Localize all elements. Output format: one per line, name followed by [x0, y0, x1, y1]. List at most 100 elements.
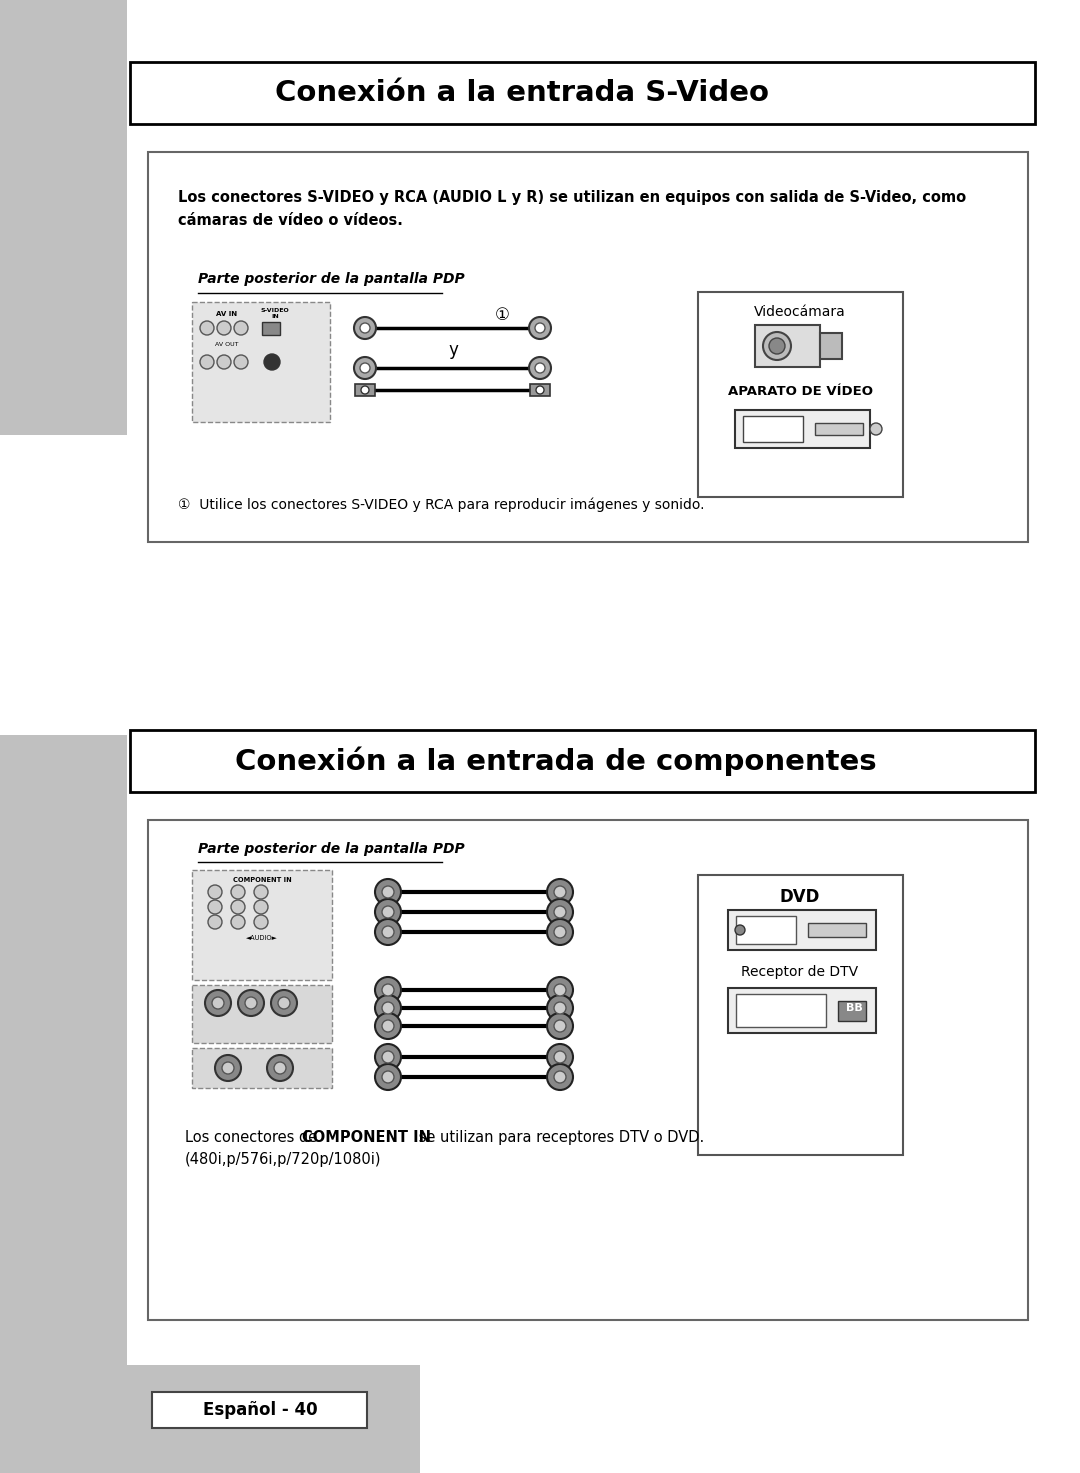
Text: DVD: DVD: [780, 888, 820, 906]
Circle shape: [375, 1013, 401, 1038]
Bar: [728, 988, 876, 1033]
Circle shape: [382, 906, 394, 918]
Text: AV OUT: AV OUT: [215, 342, 239, 348]
Circle shape: [382, 984, 394, 996]
Circle shape: [215, 1055, 241, 1081]
Circle shape: [382, 1052, 394, 1064]
Circle shape: [238, 990, 264, 1016]
Circle shape: [375, 977, 401, 1003]
Bar: [808, 924, 866, 937]
Bar: [728, 910, 876, 950]
Circle shape: [222, 1062, 234, 1074]
Text: Español - 40: Español - 40: [203, 1401, 318, 1418]
Circle shape: [546, 1044, 573, 1069]
Circle shape: [208, 885, 222, 899]
Circle shape: [234, 355, 248, 370]
Circle shape: [554, 885, 566, 899]
Bar: [820, 333, 842, 359]
Circle shape: [212, 997, 224, 1009]
Circle shape: [200, 355, 214, 370]
Bar: [355, 384, 375, 396]
Circle shape: [546, 994, 573, 1021]
Circle shape: [554, 984, 566, 996]
Circle shape: [870, 423, 882, 435]
Bar: [192, 985, 332, 1043]
Circle shape: [554, 1052, 566, 1064]
Bar: [0, 1365, 420, 1473]
Bar: [735, 409, 870, 448]
Text: BB: BB: [846, 1003, 862, 1013]
Circle shape: [264, 354, 280, 370]
Text: AV IN: AV IN: [216, 311, 238, 317]
Text: y: y: [448, 342, 458, 359]
Bar: [743, 415, 804, 442]
Circle shape: [274, 1062, 286, 1074]
Circle shape: [234, 321, 248, 334]
Text: Parte posterior de la pantalla PDP: Parte posterior de la pantalla PDP: [198, 843, 464, 856]
Bar: [148, 820, 1028, 1320]
Circle shape: [231, 885, 245, 899]
Circle shape: [361, 386, 369, 393]
Circle shape: [208, 915, 222, 929]
Bar: [838, 1002, 866, 1021]
Circle shape: [762, 331, 791, 359]
Circle shape: [735, 925, 745, 935]
Circle shape: [546, 977, 573, 1003]
Circle shape: [245, 997, 257, 1009]
Bar: [192, 1047, 332, 1089]
Circle shape: [231, 915, 245, 929]
Circle shape: [375, 994, 401, 1021]
Circle shape: [271, 990, 297, 1016]
Circle shape: [208, 900, 222, 915]
Bar: [530, 384, 550, 396]
Circle shape: [200, 321, 214, 334]
Bar: [152, 1392, 367, 1427]
Bar: [148, 152, 1028, 542]
Text: (480i,p/576i,p/720p/1080i): (480i,p/576i,p/720p/1080i): [185, 1152, 381, 1167]
Circle shape: [546, 1064, 573, 1090]
Circle shape: [546, 879, 573, 904]
Text: Los conectores de: Los conectores de: [185, 1130, 322, 1145]
Bar: [698, 875, 903, 1155]
Circle shape: [382, 1071, 394, 1083]
Bar: [755, 326, 820, 367]
Text: Los conectores S-VIDEO y RCA (AUDIO L y R) se utilizan en equipos con salida de : Los conectores S-VIDEO y RCA (AUDIO L y …: [178, 190, 967, 228]
Bar: [262, 323, 280, 334]
Circle shape: [254, 915, 268, 929]
Circle shape: [254, 885, 268, 899]
Circle shape: [546, 899, 573, 925]
Circle shape: [535, 323, 545, 333]
Circle shape: [382, 1002, 394, 1013]
Bar: [192, 871, 332, 980]
Circle shape: [375, 919, 401, 946]
Circle shape: [375, 899, 401, 925]
Circle shape: [231, 900, 245, 915]
Text: Conexión a la entrada de componentes: Conexión a la entrada de componentes: [235, 747, 877, 776]
Text: se utilizan para receptores DTV o DVD.: se utilizan para receptores DTV o DVD.: [414, 1130, 704, 1145]
Circle shape: [536, 386, 544, 393]
Bar: [698, 292, 903, 496]
Circle shape: [382, 1019, 394, 1033]
Text: Videocámara: Videocámara: [754, 305, 846, 320]
Text: ①  Utilice los conectores S-VIDEO y RCA para reproducir imágenes y sonido.: ① Utilice los conectores S-VIDEO y RCA p…: [178, 498, 704, 513]
Bar: [0, 0, 127, 435]
Text: S-VIDEO
IN: S-VIDEO IN: [260, 308, 289, 320]
Circle shape: [278, 997, 291, 1009]
Text: ◄AUDIO►: ◄AUDIO►: [246, 935, 278, 941]
Bar: [130, 731, 1035, 792]
Circle shape: [546, 1013, 573, 1038]
Circle shape: [535, 362, 545, 373]
Text: ①: ①: [495, 306, 510, 324]
Circle shape: [554, 1071, 566, 1083]
Circle shape: [360, 323, 370, 333]
Circle shape: [375, 1044, 401, 1069]
Text: COMPONENT IN: COMPONENT IN: [232, 876, 292, 882]
Circle shape: [554, 1002, 566, 1013]
Circle shape: [267, 1055, 293, 1081]
Circle shape: [529, 356, 551, 379]
Text: APARATO DE VÍDEO: APARATO DE VÍDEO: [728, 384, 873, 398]
Text: Conexión a la entrada S-Video: Conexión a la entrada S-Video: [275, 80, 769, 108]
Circle shape: [554, 927, 566, 938]
Bar: [735, 994, 826, 1027]
Circle shape: [375, 879, 401, 904]
